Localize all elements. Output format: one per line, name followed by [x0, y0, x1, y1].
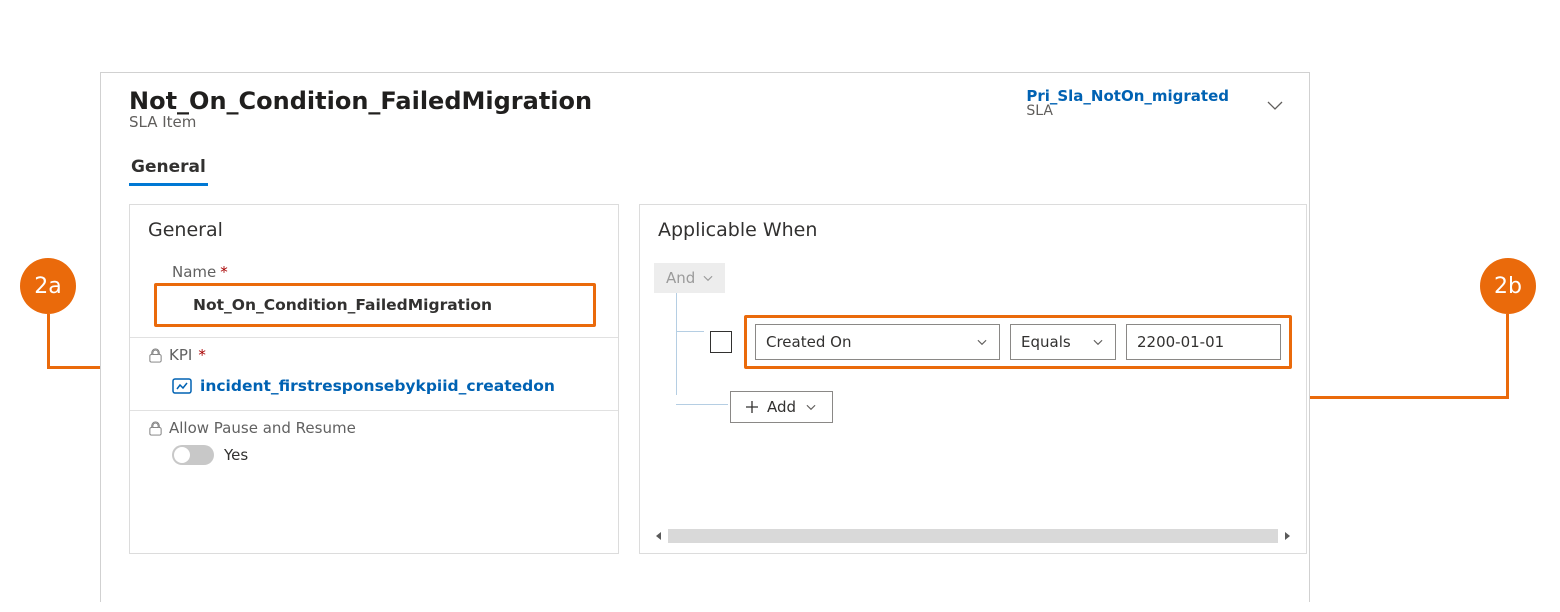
kpi-lookup[interactable]: incident_firstresponsebykpiid_createdon: [148, 364, 600, 410]
condition-highlight: Created On Equals 2200-01-01: [744, 315, 1292, 369]
applicable-when-title: Applicable When: [640, 205, 1306, 263]
kpi-value-text: incident_firstresponsebykpiid_createdon: [200, 377, 555, 395]
condition-operator-value: Equals: [1021, 333, 1071, 351]
required-asterisk: *: [198, 346, 206, 364]
callout-2b-connector-h: [1301, 396, 1509, 399]
condition-value-input[interactable]: 2200-01-01: [1126, 324, 1281, 360]
callout-2a-label: 2a: [34, 274, 61, 299]
tree-line-horizontal: [676, 404, 728, 405]
callout-2b-label: 2b: [1494, 274, 1522, 299]
kpi-label-text: KPI: [169, 346, 192, 364]
page-title: Not_On_Condition_FailedMigration: [129, 87, 1026, 115]
scroll-right-icon[interactable]: [1282, 531, 1292, 541]
add-condition-button[interactable]: Add: [730, 391, 833, 423]
chevron-down-icon: [804, 400, 818, 414]
allow-pause-value: Yes: [224, 446, 248, 464]
callout-2a-connector-v: [47, 314, 50, 368]
condition-value-text: 2200-01-01: [1137, 333, 1224, 351]
chevron-down-icon: [701, 271, 715, 285]
chevron-down-icon: [1091, 335, 1105, 349]
callout-2a: 2a: [20, 258, 76, 314]
scroll-left-icon[interactable]: [654, 531, 664, 541]
lock-icon: [148, 421, 163, 436]
scrollbar-track[interactable]: [668, 529, 1278, 543]
kpi-entity-icon: [172, 376, 192, 396]
sla-reference[interactable]: Pri_Sla_NotOn_migrated SLA: [1026, 87, 1263, 119]
allow-pause-toggle[interactable]: [172, 445, 214, 465]
condition-operator-select[interactable]: Equals: [1010, 324, 1116, 360]
condition-checkbox[interactable]: [710, 331, 732, 353]
required-asterisk: *: [220, 263, 228, 281]
tab-strip: General: [101, 153, 1309, 186]
applicable-when-panel: Applicable When And Created On: [639, 204, 1307, 554]
condition-row: Created On Equals 2200-01-01: [674, 293, 1292, 369]
name-field-label: Name*: [172, 263, 600, 281]
condition-field-select[interactable]: Created On: [755, 324, 1000, 360]
name-input[interactable]: Not_On_Condition_FailedMigration: [154, 283, 596, 327]
sla-reference-name: Pri_Sla_NotOn_migrated: [1026, 87, 1229, 105]
general-panel: General Name* Not_On_Condition_FailedMig…: [129, 204, 619, 554]
allow-pause-label: Allow Pause and Resume: [148, 419, 600, 437]
callout-2b-connector-v: [1506, 314, 1509, 398]
allow-pause-label-text: Allow Pause and Resume: [169, 419, 356, 437]
page-subtitle: SLA Item: [129, 113, 1026, 131]
add-button-label: Add: [767, 398, 796, 416]
tab-general[interactable]: General: [129, 153, 208, 186]
form-window: Not_On_Condition_FailedMigration SLA Ite…: [100, 72, 1310, 602]
chevron-down-icon: [975, 335, 989, 349]
plus-icon: [745, 400, 759, 414]
header-chevron-down-icon[interactable]: [1263, 87, 1287, 117]
condition-group-and[interactable]: And: [654, 263, 725, 293]
callout-2b: 2b: [1480, 258, 1536, 314]
sla-reference-label: SLA: [1026, 103, 1229, 119]
kpi-field-label: KPI *: [148, 346, 600, 364]
and-chip-label: And: [666, 269, 695, 287]
general-panel-title: General: [130, 205, 618, 263]
horizontal-scrollbar[interactable]: [654, 529, 1292, 543]
name-label-text: Name: [172, 263, 216, 281]
tree-line-horizontal: [676, 331, 704, 332]
lock-icon: [148, 348, 163, 363]
condition-field-value: Created On: [766, 333, 851, 351]
